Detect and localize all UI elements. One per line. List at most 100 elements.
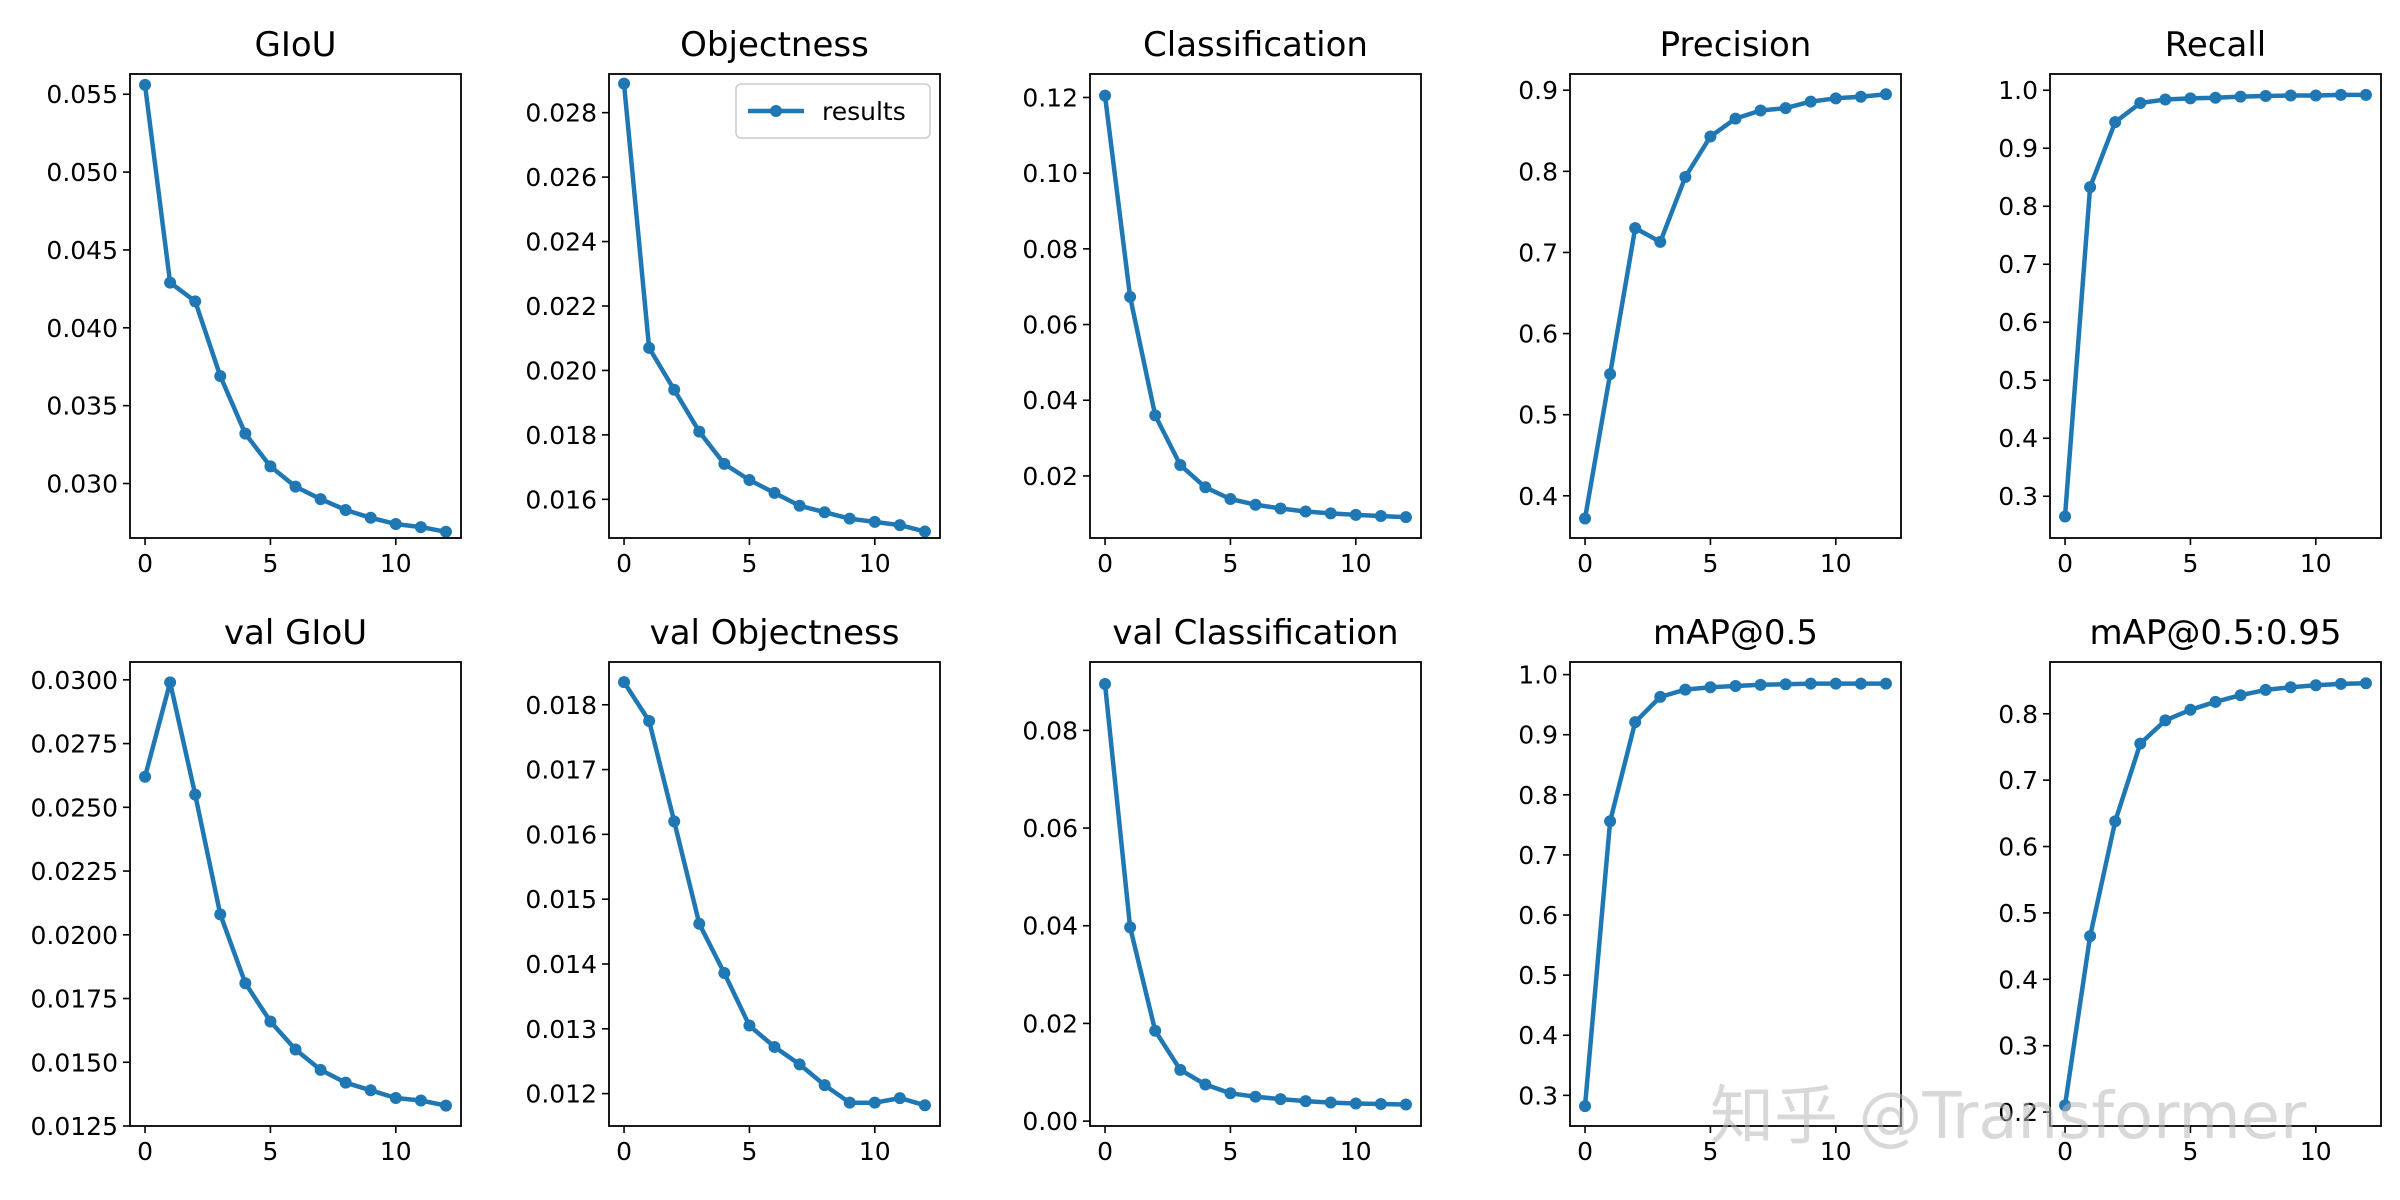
data-point [1224, 1087, 1237, 1100]
subplot-title: val Classification [1112, 613, 1398, 653]
y-tick-label: 0.050 [46, 158, 118, 187]
y-tick-label: 0.0125 [31, 1112, 118, 1141]
y-tick-label: 0.018 [525, 691, 597, 720]
y-tick-label: 0.06 [1022, 814, 1078, 843]
data-point [868, 515, 881, 528]
data-point [2284, 89, 2297, 102]
y-tick-label: 0.00 [1022, 1107, 1078, 1136]
data-point [2184, 92, 2197, 105]
series-line [1102, 681, 1409, 1107]
subplot-title: Recall [2165, 25, 2266, 65]
data-point [1399, 511, 1412, 524]
x-tick-label: 10 [2300, 549, 2332, 578]
y-tick-label: 0.028 [525, 99, 597, 128]
y-tick-label: 0.8 [1518, 157, 1558, 186]
data-point [743, 1019, 756, 1032]
x-tick-label: 5 [262, 1137, 278, 1166]
axes-frame [1569, 661, 1902, 1127]
y-tick-label: 0.2 [1998, 1098, 2038, 1127]
data-point [693, 917, 706, 930]
data-point [164, 276, 177, 289]
data-point [893, 519, 906, 532]
data-point [1654, 690, 1667, 703]
y-tick-label: 0.014 [525, 950, 597, 979]
y-tick-label: 0.045 [46, 236, 118, 265]
data-point [2184, 703, 2197, 716]
axes-frame [2049, 661, 2382, 1127]
x-tick-label: 5 [1702, 1137, 1718, 1166]
data-point [618, 676, 631, 689]
series-line [2062, 92, 2369, 519]
y-tick-label: 0.04 [1022, 386, 1078, 415]
y-tick-label: 0.3 [1998, 1032, 2038, 1061]
y-tick-label: 0.017 [525, 756, 597, 785]
y-tick-label: 0.7 [1518, 841, 1558, 870]
data-point [1629, 222, 1642, 235]
y-tick-label: 0.0175 [31, 985, 118, 1014]
subplot-map-0-5-0-95: mAP@0.5:0.95 0 5 10 0.2 0.3 0.4 0.5 0.6 0.7 0.8 [1998, 613, 2382, 1166]
data-point [1149, 409, 1162, 422]
x-tick-label: 10 [859, 549, 891, 578]
data-point [743, 474, 756, 486]
x-tick-label: 0 [1097, 1137, 1113, 1166]
x-tick-label: 0 [616, 549, 632, 578]
y-tick-label: 0.7 [1998, 250, 2038, 279]
data-point [364, 511, 377, 524]
y-tick-label: 0.0250 [31, 793, 118, 822]
data-point [1199, 1078, 1212, 1091]
data-point [1399, 1098, 1412, 1111]
subplot-title: mAP@0.5 [1653, 613, 1818, 653]
data-point [643, 341, 656, 354]
subplot-val-classification: val Classification 0 5 10 0.00 0.02 0.04 0.06 0.… [1022, 613, 1422, 1166]
subplot-title: Classification [1143, 25, 1368, 65]
data-point [1704, 130, 1717, 143]
y-tick-label: 0.06 [1022, 311, 1078, 340]
y-tick-label: 0.0200 [31, 921, 118, 950]
data-point [2359, 88, 2372, 101]
y-tick-label: 0.04 [1022, 912, 1078, 941]
x-tick-label: 10 [1820, 1137, 1852, 1166]
y-tick-label: 0.8 [1998, 700, 2038, 729]
data-point [718, 457, 731, 470]
y-tick-label: 0.026 [525, 163, 597, 192]
data-point [693, 425, 706, 438]
series-line [142, 82, 449, 535]
data-point [339, 1076, 352, 1089]
data-point [1249, 1090, 1262, 1103]
data-point [2309, 679, 2322, 692]
x-tick-label: 0 [137, 1137, 153, 1166]
y-tick-label: 0.8 [1998, 192, 2038, 221]
y-tick-label: 0.024 [525, 228, 597, 257]
y-tick-label: 0.6 [1518, 901, 1558, 930]
subplot-title: val Objectness [650, 613, 900, 653]
axes-frame [608, 661, 941, 1127]
data-point [1124, 921, 1137, 934]
data-point [1224, 493, 1237, 506]
data-point [2284, 681, 2297, 694]
data-point [1829, 677, 1842, 690]
data-point [2109, 116, 2122, 129]
axes-frame [1089, 661, 1422, 1127]
y-tick-label: 0.0225 [31, 857, 118, 886]
y-tick-label: 0.0275 [31, 730, 118, 759]
data-point [2134, 737, 2147, 750]
data-point [2159, 714, 2172, 727]
data-point [439, 525, 452, 538]
y-tick-label: 0.5 [1518, 961, 1558, 990]
subplot-title: Precision [1660, 25, 1812, 65]
data-point [1274, 502, 1287, 515]
data-point [2359, 677, 2372, 690]
y-tick-label: 1.0 [1518, 661, 1558, 690]
data-point [1374, 1098, 1387, 1111]
y-tick-label: 0.030 [46, 470, 118, 499]
data-point [1249, 498, 1262, 511]
x-tick-label: 5 [741, 549, 757, 578]
series-line [142, 680, 449, 1108]
x-tick-label: 5 [1222, 549, 1238, 578]
data-point [1879, 677, 1892, 690]
data-point [1854, 677, 1867, 690]
y-tick-label: 0.9 [1998, 134, 2038, 163]
data-point [818, 1079, 831, 1092]
